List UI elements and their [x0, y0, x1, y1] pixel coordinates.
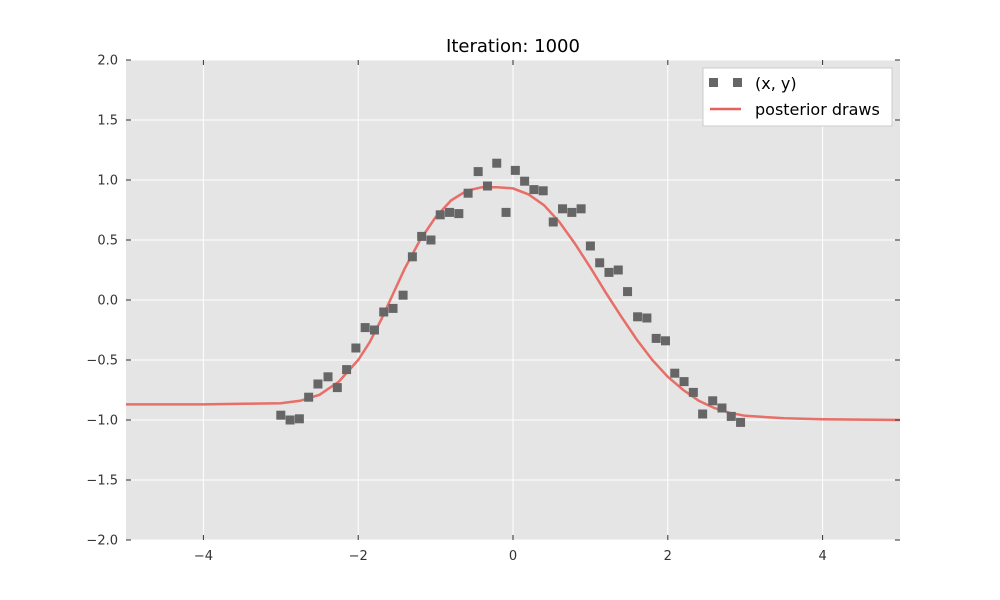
x-tick-label: 2 — [664, 549, 672, 564]
data-point — [576, 204, 586, 214]
data-point — [351, 343, 361, 353]
data-point — [688, 387, 698, 397]
legend-box — [702, 67, 893, 127]
y-tick-label: −1.0 — [86, 414, 118, 429]
y-tick-label: 1.0 — [97, 174, 118, 189]
scatter-series — [276, 158, 746, 427]
x-tick-label: −2 — [349, 549, 368, 564]
data-point — [417, 231, 427, 241]
chart-title: Iteration: 1000 — [446, 36, 580, 57]
y-tick-label: 1.5 — [97, 114, 118, 129]
data-point — [642, 313, 652, 323]
data-point — [492, 158, 502, 168]
data-point — [388, 303, 398, 313]
y-tick-label: −2.0 — [86, 534, 118, 549]
line-series — [126, 185, 901, 422]
y-tick-label: −0.5 — [86, 354, 118, 369]
data-point — [445, 207, 455, 217]
data-point — [304, 392, 314, 402]
data-point — [454, 209, 464, 219]
y-tick-label: 2.0 — [97, 54, 118, 69]
posterior-draw-line — [126, 185, 901, 422]
data-point — [398, 290, 408, 300]
data-point — [482, 181, 492, 191]
data-point — [585, 241, 595, 251]
data-point — [548, 217, 558, 227]
data-point — [633, 312, 643, 322]
data-point — [651, 333, 661, 343]
data-point — [679, 377, 689, 387]
legend: (x, y) posterior draws — [702, 67, 893, 127]
data-point — [294, 414, 304, 424]
data-point — [604, 267, 614, 277]
legend-marker-points — [733, 78, 742, 87]
data-point — [435, 210, 445, 220]
data-point — [313, 379, 323, 389]
data-point — [407, 252, 417, 262]
data-point — [520, 176, 530, 186]
x-axis-tick-labels: −4 −2 0 2 4 — [194, 549, 827, 564]
y-tick-label: 0.0 — [97, 294, 118, 309]
y-axis-tick-labels: −2.0 −1.5 −1.0 −0.5 0.0 0.5 1.0 1.5 2.0 — [86, 54, 118, 549]
data-point — [698, 409, 708, 419]
data-point — [342, 365, 352, 375]
data-point — [332, 383, 342, 393]
data-point — [360, 323, 370, 333]
axis-ticks — [126, 59, 900, 541]
data-point — [717, 403, 727, 413]
y-tick-label: 0.5 — [97, 234, 118, 249]
legend-label-points: (x, y) — [755, 74, 797, 93]
data-point — [613, 265, 623, 275]
legend-marker-points — [709, 78, 718, 87]
data-point — [595, 258, 605, 268]
data-point — [660, 336, 670, 346]
data-point — [726, 411, 736, 421]
data-point — [276, 410, 286, 420]
data-point — [285, 415, 295, 425]
data-point — [473, 167, 483, 177]
data-point — [558, 204, 568, 214]
data-point — [369, 325, 379, 335]
data-point — [463, 188, 473, 198]
data-point — [323, 372, 333, 382]
data-point — [426, 235, 436, 245]
data-point — [510, 165, 520, 175]
x-tick-label: 4 — [818, 549, 826, 564]
x-tick-label: 0 — [509, 549, 517, 564]
data-point — [623, 287, 633, 297]
y-tick-label: −1.5 — [86, 474, 118, 489]
data-point — [708, 396, 718, 406]
data-point — [736, 417, 746, 427]
legend-label-posterior: posterior draws — [755, 100, 880, 119]
x-tick-label: −4 — [194, 549, 213, 564]
data-point — [670, 368, 680, 378]
data-point — [379, 307, 389, 317]
data-point — [529, 185, 539, 195]
data-point — [567, 207, 577, 217]
data-point — [501, 207, 511, 217]
data-point — [538, 186, 548, 196]
